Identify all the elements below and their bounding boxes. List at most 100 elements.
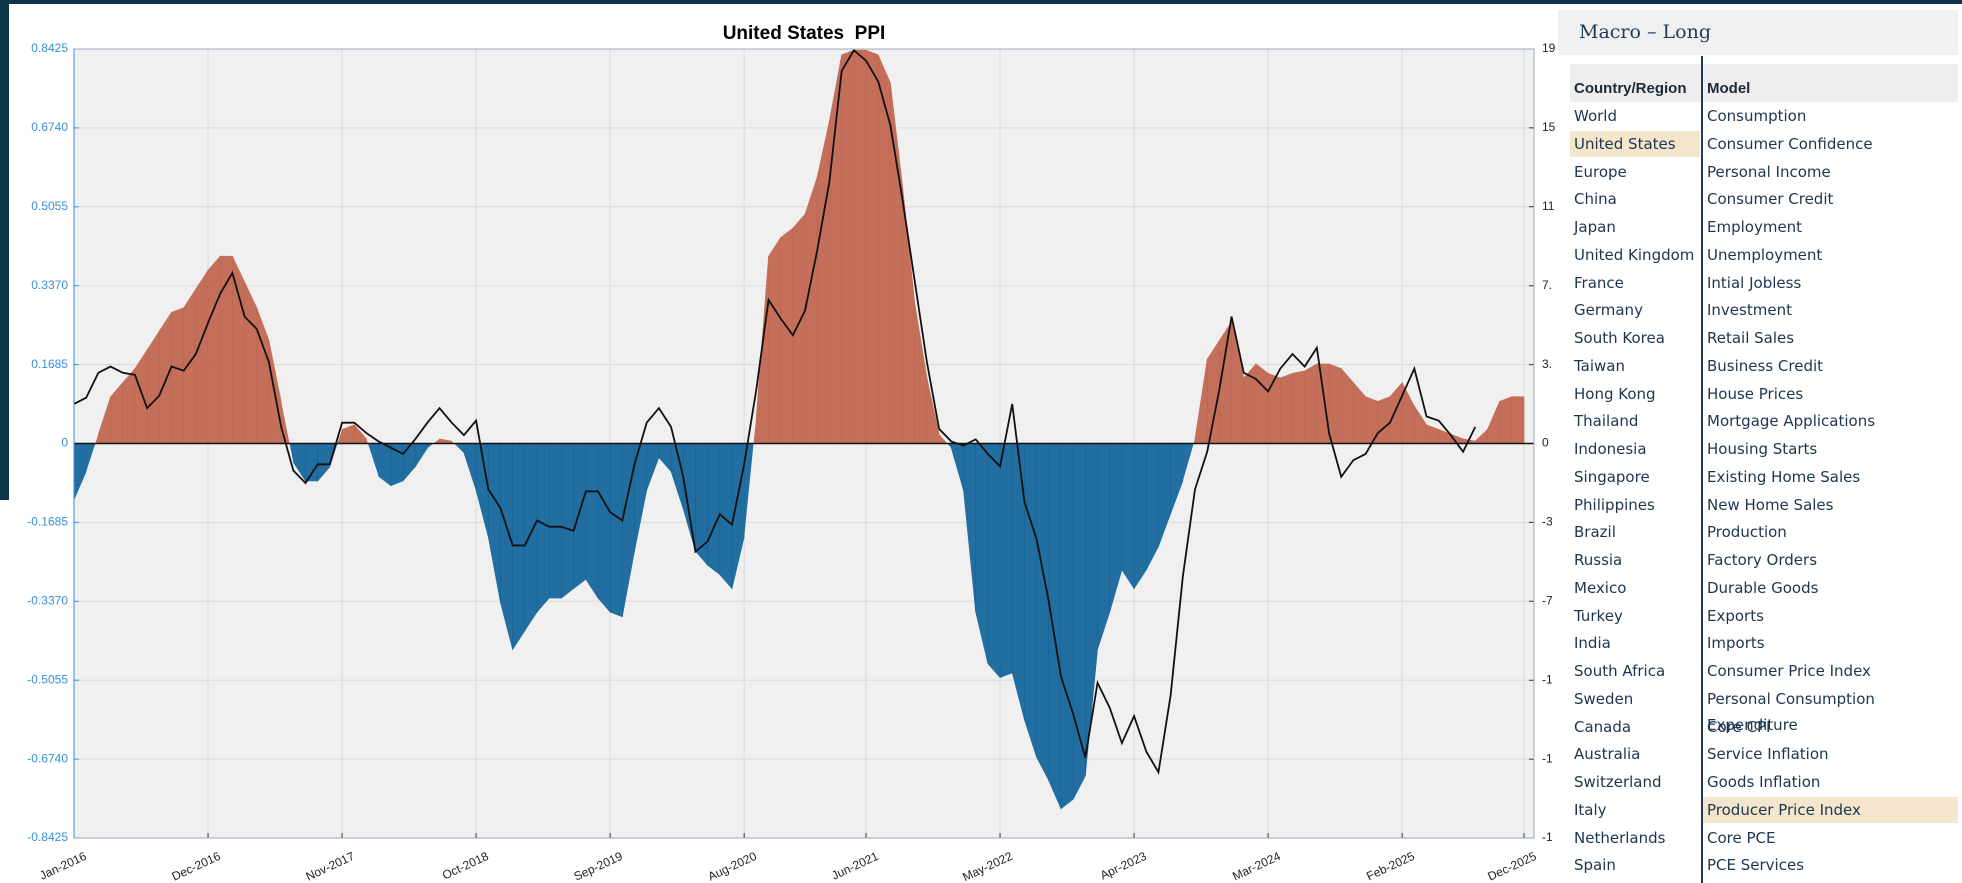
area-segment: [1267, 372, 1281, 444]
x-tick-label: May-2022: [960, 849, 1015, 883]
area-segment: [171, 307, 184, 444]
list-item[interactable]: United States: [1570, 130, 1700, 157]
list-item[interactable]: Consumption: [1707, 107, 1807, 125]
list-item[interactable]: Unemployment: [1707, 245, 1823, 264]
list-item[interactable]: United Kingdom: [1574, 245, 1695, 264]
x-tick-label: Jan-2016: [37, 849, 89, 883]
list-item[interactable]: Switzerland: [1574, 773, 1662, 791]
y-tick-label: 0.3370: [31, 278, 68, 292]
list-item[interactable]: Personal Consumption Expenditure: [1707, 689, 1875, 734]
list-item[interactable]: Housing Starts: [1707, 440, 1818, 458]
area-segment: [1292, 370, 1305, 444]
area-segment: [367, 443, 379, 477]
list-item[interactable]: World: [1574, 107, 1617, 125]
list-item[interactable]: Canada: [1574, 717, 1632, 736]
list-item[interactable]: Philippines: [1574, 495, 1655, 514]
area-segment: [768, 236, 782, 444]
list-item[interactable]: Employment: [1707, 218, 1803, 236]
area-segment: [841, 49, 855, 444]
y2-tick-label: -1: [1542, 830, 1553, 844]
list-item[interactable]: House Prices: [1707, 384, 1804, 403]
list-item[interactable]: Intial Jobless: [1707, 273, 1802, 292]
list-item[interactable]: Business Credit: [1707, 356, 1824, 375]
list-item[interactable]: India: [1574, 634, 1611, 653]
list-item[interactable]: Consumer Price Index: [1707, 662, 1871, 680]
list-item[interactable]: Germany: [1574, 301, 1643, 320]
area-segment: [1097, 443, 1111, 650]
area-segment: [158, 311, 172, 444]
list-item[interactable]: Turkey: [1574, 606, 1623, 625]
list-item[interactable]: Consumer Confidence: [1707, 134, 1873, 153]
area-segment: [1060, 443, 1074, 810]
x-tick-label: Nov-2017: [304, 849, 357, 883]
list-item[interactable]: Singapore: [1574, 467, 1650, 486]
area-segment: [1328, 363, 1342, 444]
area-segment: [366, 438, 368, 444]
y2-tick-label: 3.: [1542, 357, 1552, 371]
list-item[interactable]: Producer Price Index: [1703, 796, 1958, 823]
list-item[interactable]: Spain: [1574, 856, 1616, 875]
list-item[interactable]: Japan: [1574, 218, 1616, 236]
area-segment: [804, 176, 818, 444]
area-segment: [987, 443, 1001, 679]
list-item[interactable]: South Africa: [1574, 662, 1666, 680]
list-item[interactable]: Production: [1707, 523, 1787, 542]
area-segment: [289, 443, 294, 463]
area-segment: [232, 256, 245, 444]
list-item[interactable]: Consumer Credit: [1707, 190, 1834, 209]
y-tick-label: -0.3370: [27, 593, 68, 607]
list-item[interactable]: Europe: [1574, 162, 1627, 181]
area-segment: [86, 443, 96, 472]
area-segment: [1121, 443, 1135, 590]
list-item[interactable]: New Home Sales: [1707, 495, 1834, 514]
area-segment: [433, 438, 440, 444]
list-item[interactable]: Taiwan: [1574, 356, 1626, 375]
list-item[interactable]: Existing Home Sales: [1707, 467, 1861, 486]
area-segment: [597, 443, 611, 613]
y-tick-label: -0.1685: [27, 515, 68, 529]
list-item[interactable]: Mexico: [1574, 578, 1627, 597]
list-item[interactable]: Italy: [1574, 800, 1607, 819]
area-segment: [1048, 443, 1062, 809]
area-segment: [329, 443, 338, 467]
list-item[interactable]: Durable Goods: [1707, 578, 1819, 597]
list-item[interactable]: Service Inflation: [1707, 745, 1829, 764]
list-item[interactable]: South Korea: [1574, 329, 1665, 347]
area-segment: [1193, 438, 1196, 444]
list-item[interactable]: France: [1574, 273, 1624, 292]
list-item[interactable]: China: [1574, 190, 1617, 209]
list-item[interactable]: Thailand: [1574, 412, 1639, 431]
list-item[interactable]: Australia: [1574, 745, 1641, 764]
y2-tick-label: 0: [1542, 436, 1549, 450]
area-segment: [865, 49, 879, 444]
list-item[interactable]: Mortgage Applications: [1707, 412, 1876, 431]
list-item[interactable]: Personal Income: [1707, 162, 1831, 181]
area-segment: [1499, 396, 1513, 444]
divider: [1701, 56, 1703, 883]
top-bar: [0, 0, 1962, 4]
list-item[interactable]: PCE Services: [1707, 856, 1805, 875]
list-item[interactable]: Goods Inflation: [1707, 773, 1821, 791]
area-segment: [337, 429, 343, 444]
list-item[interactable]: Netherlands: [1574, 828, 1666, 847]
list-item[interactable]: Investment: [1707, 301, 1792, 320]
area-segment: [780, 227, 794, 444]
area-segment: [999, 443, 1013, 679]
list-item[interactable]: Exports: [1707, 606, 1764, 625]
list-item[interactable]: Hong Kong: [1574, 384, 1656, 403]
x-tick-label: Dec-2025: [1486, 849, 1539, 883]
y-tick-label: 0.1685: [31, 357, 68, 371]
list-item[interactable]: Factory Orders: [1707, 551, 1818, 569]
list-item[interactable]: Imports: [1707, 634, 1765, 653]
area-segment: [244, 281, 258, 444]
list-item[interactable]: Russia: [1574, 551, 1623, 569]
list-item[interactable]: Sweden: [1574, 689, 1634, 708]
y-tick-label: 0.8425: [31, 41, 68, 55]
area-segment: [1316, 363, 1330, 444]
list-item[interactable]: Indonesia: [1574, 440, 1647, 458]
list-item[interactable]: Brazil: [1574, 523, 1616, 542]
area-segment: [939, 434, 948, 444]
list-item[interactable]: Retail Sales: [1707, 329, 1795, 347]
list-item[interactable]: Core PCE: [1707, 828, 1776, 847]
list-item[interactable]: Core CPI: [1707, 717, 1771, 736]
